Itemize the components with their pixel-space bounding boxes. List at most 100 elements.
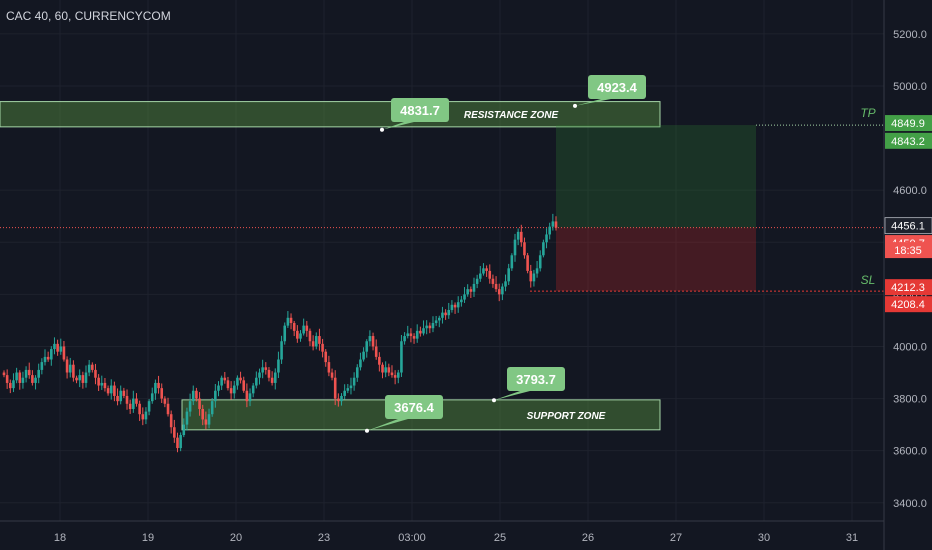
candle-body <box>122 390 126 396</box>
callout-anchor <box>573 103 577 108</box>
candle-body <box>434 320 438 324</box>
candle-body <box>210 401 214 415</box>
zone-box <box>0 101 661 128</box>
candle-body <box>226 380 230 389</box>
candle-body <box>355 367 359 378</box>
candle-body <box>352 377 356 386</box>
y-tick-label: 3600.0 <box>893 446 927 458</box>
candle-body <box>475 278 479 284</box>
candle-body <box>365 341 369 352</box>
candle-body <box>109 385 113 394</box>
trade-boxes: TP SL <box>0 106 884 292</box>
candle-body <box>245 390 249 402</box>
candle-body <box>34 377 37 383</box>
candle-body <box>100 382 104 386</box>
candle-body <box>523 242 526 256</box>
candle-body <box>62 346 66 360</box>
candle-body <box>258 372 261 378</box>
candle-body <box>59 346 63 352</box>
candle-body <box>229 388 233 394</box>
x-tick-label: 30 <box>758 532 770 544</box>
candle-body <box>264 367 268 370</box>
candle-body <box>371 336 375 347</box>
candle-body <box>176 437 179 449</box>
candle-body <box>239 377 242 381</box>
candle-body <box>384 367 387 373</box>
grid <box>0 0 884 521</box>
candle-body <box>173 427 176 438</box>
price-badges: 4849.94843.24456.14450.718:354212.34208.… <box>884 115 932 313</box>
candle-body <box>359 359 362 368</box>
candle-body <box>113 385 116 396</box>
candle-body <box>378 356 381 365</box>
candle-body <box>444 312 447 316</box>
y-tick-label: 4600.0 <box>893 185 927 197</box>
x-tick-label: 19 <box>142 532 154 544</box>
candle-body <box>37 369 40 378</box>
candle-body <box>510 255 514 269</box>
candle-body <box>478 273 482 279</box>
candle-body <box>97 377 100 386</box>
callout-pointer <box>382 122 414 130</box>
candle-body <box>482 268 485 274</box>
candle-body <box>119 390 123 402</box>
candle-body <box>296 330 299 339</box>
candle-body <box>289 317 293 324</box>
candle-body <box>9 382 12 389</box>
candle-body <box>78 375 82 381</box>
candle-body <box>201 408 205 420</box>
price-badge <box>884 217 932 235</box>
candle-body <box>68 364 72 373</box>
callout-pointer <box>494 391 530 401</box>
callout-anchor <box>365 428 369 433</box>
candle-body <box>207 414 211 425</box>
callout-box <box>391 98 449 122</box>
candle-body <box>400 341 403 373</box>
candle-body <box>53 343 56 350</box>
x-tick-label: 03:00 <box>398 532 426 544</box>
candle-body <box>299 333 302 339</box>
x-tick-label: 31 <box>846 532 858 544</box>
candle-body <box>166 403 170 415</box>
y-tick-label: 3800.0 <box>893 394 927 406</box>
candle-body <box>223 377 227 381</box>
candle-body <box>318 336 321 344</box>
chart-title: CAC 40, 60, CURRENCYCOM <box>6 9 171 23</box>
candle-body <box>526 255 529 271</box>
candles <box>2 213 558 453</box>
candle-body <box>491 278 495 284</box>
candle-body <box>406 333 410 337</box>
candle-body <box>501 286 504 295</box>
zone-label: RESISTANCE ZONE <box>464 110 559 121</box>
candle-body <box>43 356 47 363</box>
candle-body <box>191 390 195 402</box>
candle-body <box>179 435 182 449</box>
candle-body <box>314 336 318 347</box>
candle-body <box>346 388 350 391</box>
candle-body <box>91 364 94 370</box>
callout-label: 3793.7 <box>516 372 556 387</box>
candle-body <box>277 359 280 373</box>
candle-body <box>456 302 460 308</box>
candle-body <box>5 375 9 383</box>
zone-label: SUPPORT ZONE <box>527 411 606 422</box>
x-tick-label: 26 <box>582 532 594 544</box>
candle-body <box>409 333 413 337</box>
callout-anchor <box>380 127 384 132</box>
time-axis[interactable]: 18 19 20 23 03:00 25 26 27 30 31 <box>54 532 858 544</box>
sl-label: SL <box>861 273 876 287</box>
price-badge <box>885 296 932 313</box>
candle-body <box>305 325 309 331</box>
candle-body <box>128 403 132 409</box>
candle-body <box>333 377 337 399</box>
candle-body <box>437 317 441 321</box>
price-badge-label: 4843.2 <box>891 136 925 148</box>
candle-body <box>340 395 343 402</box>
candle-body <box>554 221 558 228</box>
candle-body <box>548 226 551 235</box>
candle-body <box>185 411 189 425</box>
candle-body <box>368 336 372 342</box>
candle-body <box>150 393 154 402</box>
candle-body <box>403 336 406 342</box>
